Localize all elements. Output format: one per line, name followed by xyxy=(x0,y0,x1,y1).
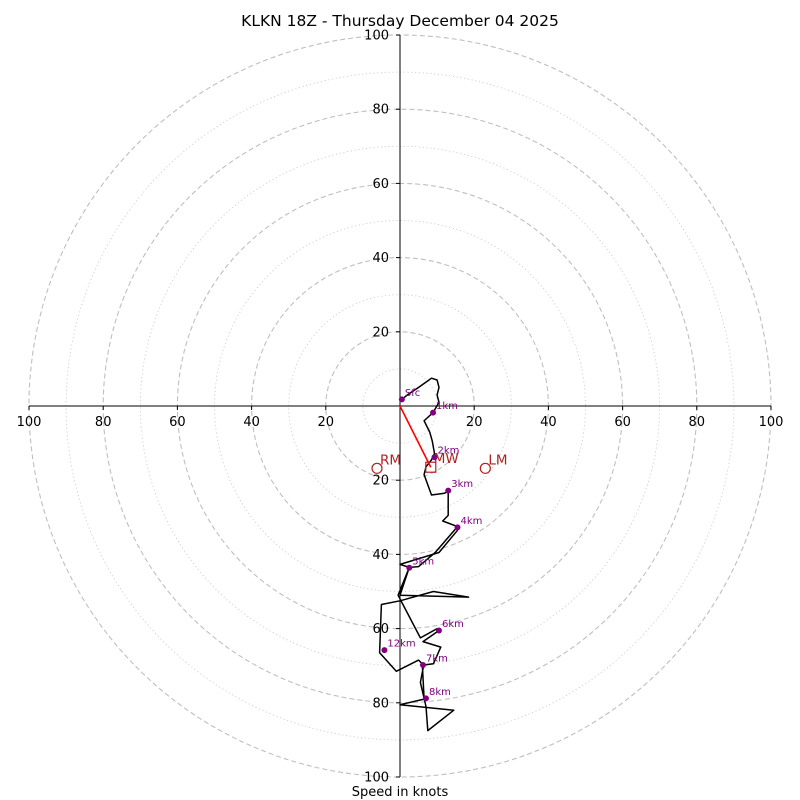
height-dot-2km xyxy=(431,454,438,461)
height-dot-12km xyxy=(381,647,388,654)
y-tick-label: 20 xyxy=(372,325,389,340)
tick-labels: 100 80 60 40 20 20 40 60 80 100100806040202040608… xyxy=(17,29,784,786)
height-dot-1km xyxy=(430,409,437,416)
lm-label: LM xyxy=(488,452,507,468)
y-tick-label: 60 xyxy=(372,177,389,192)
mw-label: MW xyxy=(434,451,459,467)
x-tick-label: 80 xyxy=(95,415,112,430)
y-tick-label: 100 xyxy=(364,29,389,44)
height-label-8km: 8km xyxy=(429,687,451,698)
motion-markers: RM LM MW xyxy=(371,451,508,474)
height-dot-8km xyxy=(422,695,429,702)
x-axis-label: Speed in knots xyxy=(352,785,449,800)
x-tick-label: 40 xyxy=(540,415,557,430)
rm-label: RM xyxy=(380,452,401,468)
mw-marker xyxy=(425,461,437,473)
mean-wind-vector xyxy=(399,405,432,468)
x-tick-label: 100 xyxy=(759,415,784,430)
height-dot-sfc xyxy=(398,396,405,403)
height-label-4km: 4km xyxy=(461,516,483,527)
height-label-5km: 5km xyxy=(412,556,434,567)
height-label-2km: 2km xyxy=(438,446,460,457)
x-tick-label: 20 xyxy=(466,415,483,430)
height-dot-7km xyxy=(420,661,427,668)
height-labels: Sfc 1km 2km 3km 4km 5km 6km 7km 8km 12km xyxy=(381,388,482,702)
x-tick-label: 80 xyxy=(689,415,706,430)
height-dot-3km xyxy=(445,487,452,494)
x-tick-label: 60 xyxy=(169,415,186,430)
height-label-6km: 6km xyxy=(442,619,464,630)
y-tick-label: 80 xyxy=(372,103,389,118)
height-label-12km: 12km xyxy=(387,639,415,650)
height-dot-6km xyxy=(435,627,442,634)
rm-marker xyxy=(371,462,383,474)
height-label-sfc: Sfc xyxy=(405,388,420,399)
height-label-1km: 1km xyxy=(436,401,458,412)
chart-title: KLKN 18Z - Thursday December 04 2025 xyxy=(241,12,559,30)
x-tick-label: 60 xyxy=(614,415,631,430)
x-tick-label: 20 xyxy=(318,415,335,430)
y-tick-label: 80 xyxy=(372,696,389,711)
y-tick-label: 100 xyxy=(364,771,389,786)
hodograph-trace-group xyxy=(378,377,470,732)
x-tick-label: 40 xyxy=(243,415,260,430)
height-label-7km: 7km xyxy=(426,653,448,664)
y-tick-label: 20 xyxy=(372,474,389,489)
height-label-3km: 3km xyxy=(451,479,473,490)
height-dot-4km xyxy=(454,524,461,531)
lm-marker xyxy=(479,462,491,474)
y-tick-label: 40 xyxy=(372,251,389,266)
x-tick-label: 100 xyxy=(17,415,42,430)
height-dot-5km xyxy=(406,564,413,571)
y-tick-label: 40 xyxy=(372,548,389,563)
hodograph-trace xyxy=(378,377,470,732)
